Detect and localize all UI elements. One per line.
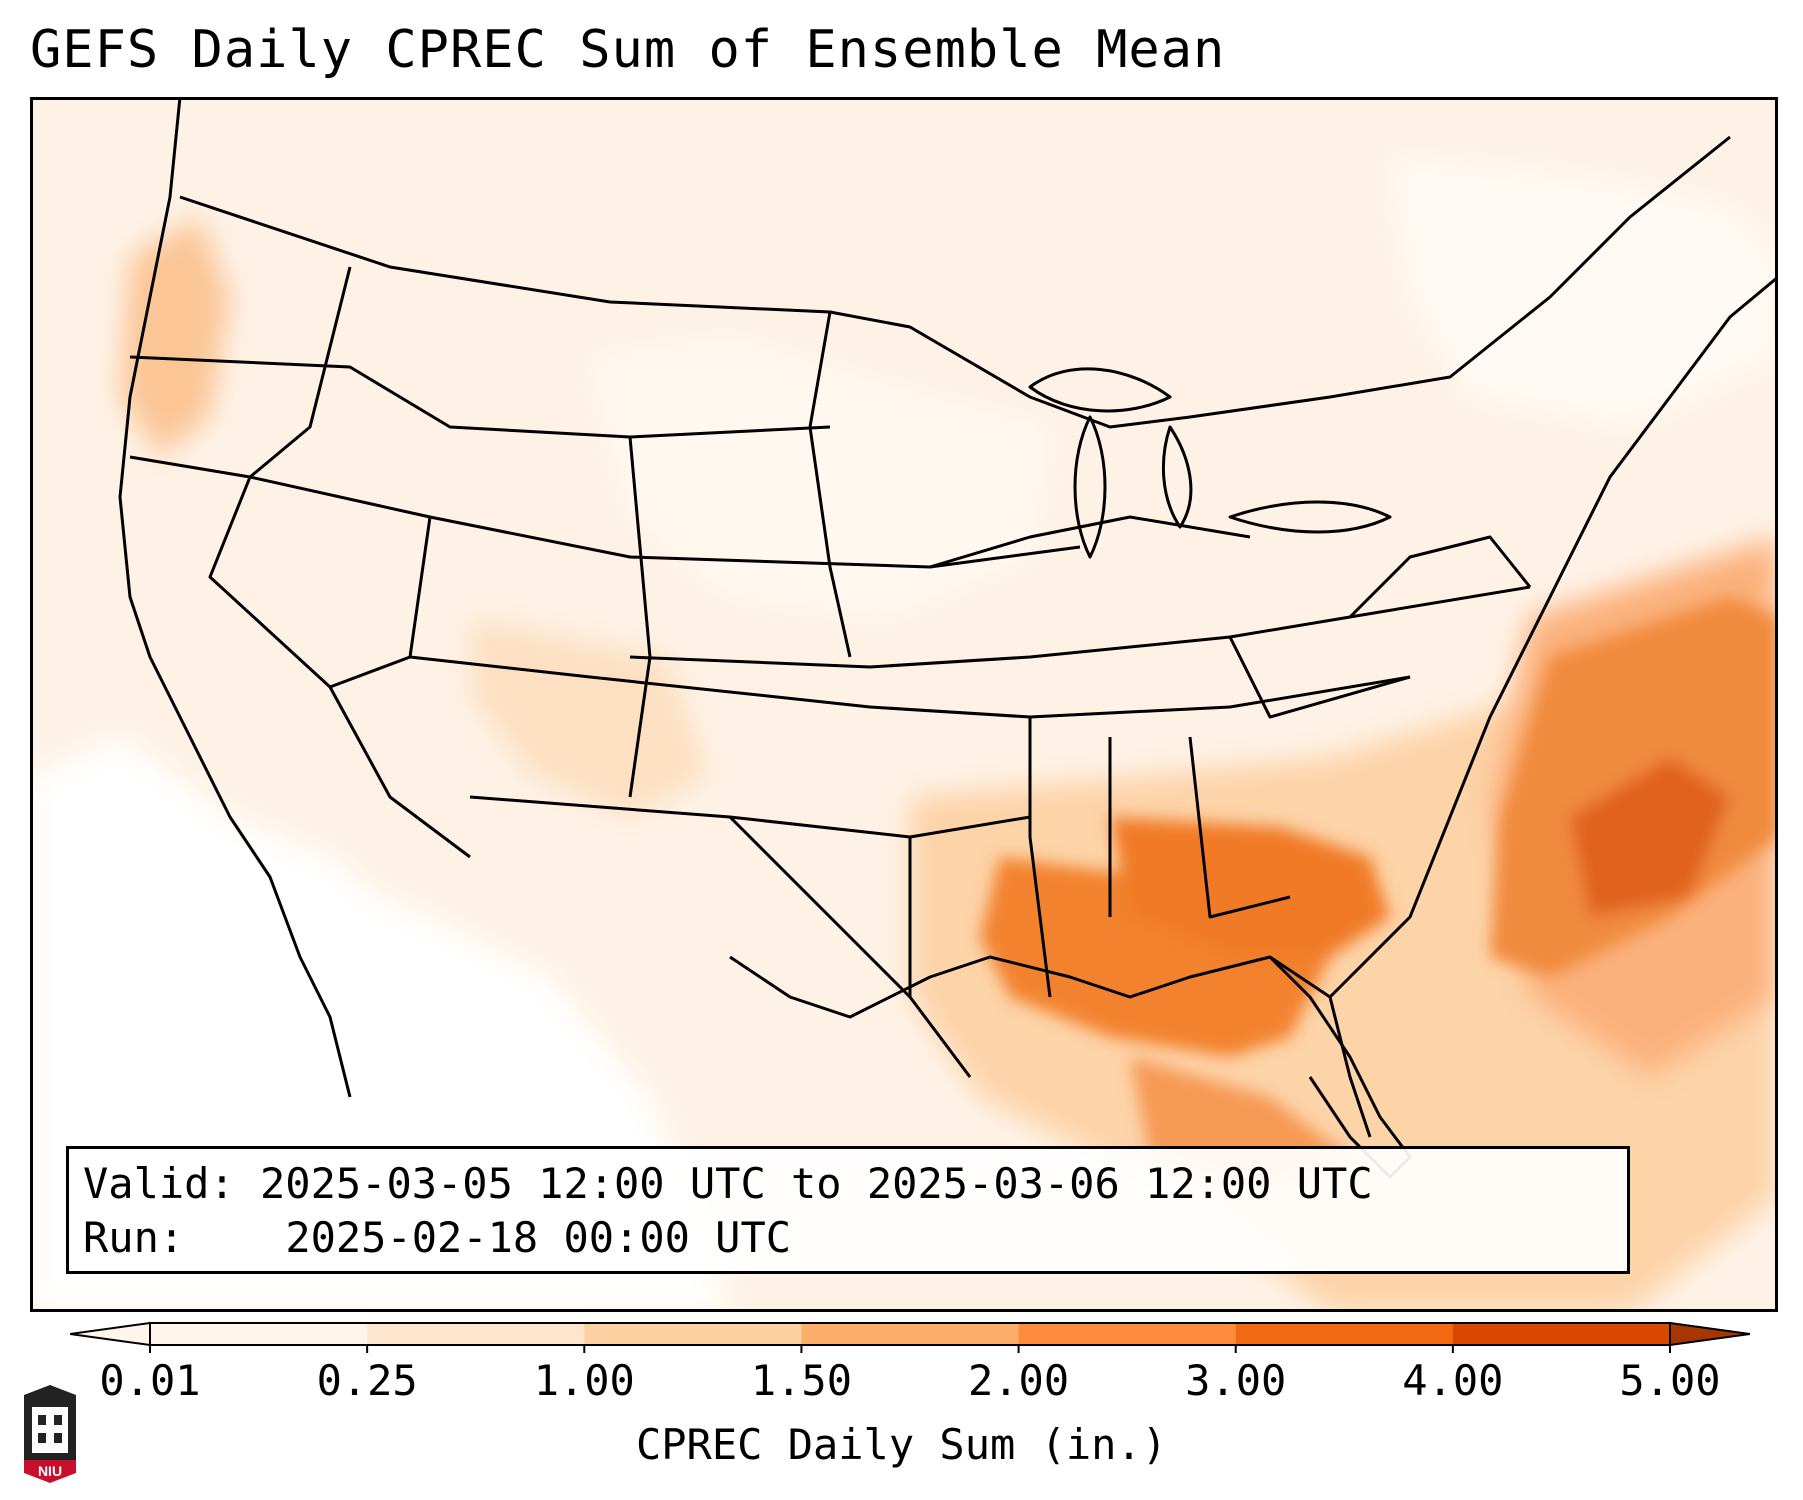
colorbar-tick-label: 0.01 <box>99 1356 201 1405</box>
colorbar-bin <box>1235 1323 1454 1345</box>
niu-logo: NIU <box>20 1385 80 1489</box>
colorbar-tick-label: 0.25 <box>316 1356 418 1405</box>
validity-info-box: Valid: 2025-03-05 12:00 UTC to 2025-03-0… <box>66 1146 1630 1274</box>
run-value: 2025-02-18 00:00 UTC <box>285 1213 792 1262</box>
colorbar-bin <box>150 1323 368 1345</box>
valid-label: Valid: <box>83 1159 235 1208</box>
colorbar-tick-label: 5.00 <box>1619 1356 1721 1405</box>
colorbar-tick-label: 3.00 <box>1185 1356 1287 1405</box>
colorbar-outline <box>149 1322 1671 1346</box>
valid-value: 2025-03-05 12:00 UTC to 2025-03-06 12:00… <box>260 1159 1373 1208</box>
colorbar-tick-label: 1.00 <box>533 1356 635 1405</box>
colorbar <box>69 1314 1751 1358</box>
colorbar-extend-low <box>69 1321 151 1347</box>
map-border <box>30 97 1778 1312</box>
run-label: Run: <box>83 1213 185 1262</box>
colorbar-extend-high <box>1669 1321 1751 1347</box>
colorbar-bin <box>584 1323 802 1345</box>
colorbar-tick-label: 2.00 <box>967 1356 1070 1405</box>
colorbar-title: CPREC Daily Sum (in.) <box>635 1420 1167 1469</box>
colorbar-tick-label: 4.00 <box>1402 1356 1504 1405</box>
colorbar-bin <box>367 1323 585 1345</box>
colorbar-bin <box>801 1323 1020 1345</box>
map-title: GEFS Daily CPREC Sum of Ensemble Mean <box>30 20 1226 80</box>
colorbar-tick-label: 1.50 <box>750 1356 852 1405</box>
colorbar-bin <box>1018 1323 1237 1345</box>
precipitation-map <box>30 97 1778 1312</box>
boundary-lines <box>118 97 1778 1179</box>
logo-text: NIU <box>38 1463 62 1479</box>
colorbar-bin <box>1452 1323 1671 1345</box>
